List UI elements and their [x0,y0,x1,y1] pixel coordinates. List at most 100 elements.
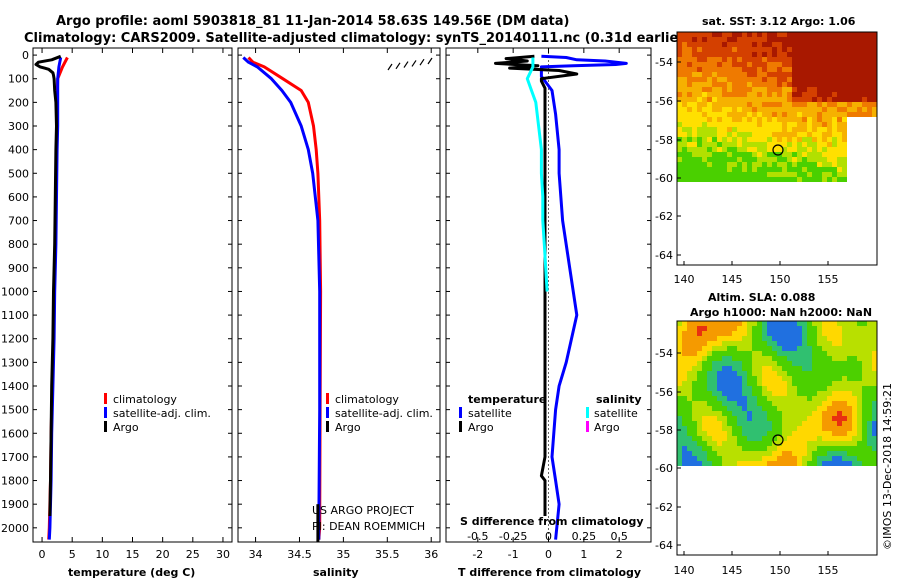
sst-cell [677,107,682,112]
sst-cell [822,112,827,117]
sst-cell [772,147,777,152]
sst-cell [857,137,862,142]
sla-cell [857,406,862,411]
x-tick-label: 34.5 [287,548,312,561]
sla-cell [847,401,852,406]
sst-cell [847,47,852,52]
sla-cell [697,361,702,366]
sst-cell [707,57,712,62]
sla-cell [837,371,842,376]
sla-cell [812,416,817,421]
sst-cell [762,57,767,62]
sst-cell [867,107,872,112]
sst-cell [812,152,817,157]
sla-cell [677,456,682,461]
sst-lat-label: -56 [655,95,673,108]
sla-cell [692,361,697,366]
sst-cell [782,82,787,87]
sla-lat-label: -60 [655,462,673,475]
sst-cell [717,47,722,52]
sla-cell [847,361,852,366]
sla-cell [797,336,802,341]
sst-cell [822,32,827,37]
sla-cell [792,406,797,411]
sst-cell [867,82,872,87]
sst-cell [857,127,862,132]
sla-cell [817,366,822,371]
depth-tick-label: 2000 [1,522,29,535]
sst-cell [762,32,767,37]
sla-cell [782,431,787,436]
sla-cell [777,451,782,456]
sst-cell [722,152,727,157]
sst-cell [727,107,732,112]
sst-cell [822,122,827,127]
sla-cell [812,461,817,466]
sla-cell [757,391,762,396]
sst-cell [852,47,857,52]
sst-cell [782,72,787,77]
sla-cell [767,386,772,391]
sst-cell [807,167,812,172]
sst-cell [812,162,817,167]
sla-cell [677,451,682,456]
sla-cell [792,361,797,366]
sst-cell [817,42,822,47]
sst-cell [677,82,682,87]
sla-cell [782,356,787,361]
sst-cell [787,42,792,47]
sla-cell [782,341,787,346]
depth-tick-label: 700 [8,215,29,228]
sla-cell [847,346,852,351]
sst-cell [817,57,822,62]
sst-cell [772,162,777,167]
sst-cell [867,172,872,177]
sst-cell [757,32,762,37]
sst-cell [707,37,712,42]
sla-cell [677,396,682,401]
sla-cell [687,366,692,371]
sla-cell [867,441,872,446]
sla-cell [722,376,727,381]
sst-cell [837,112,842,117]
sla-cell [787,446,792,451]
sst-cell [827,132,832,137]
sst-cell [742,87,747,92]
sla-cell [722,331,727,336]
sla-cell [787,376,792,381]
sst-cell [727,132,732,137]
sst-cell [787,62,792,67]
sst-cell [837,157,842,162]
sst-cell [712,147,717,152]
sla-cell [832,431,837,436]
sla-cell [712,356,717,361]
sst-cell [747,67,752,72]
sst-cell [732,122,737,127]
sla-cell [737,366,742,371]
sla-cell [722,371,727,376]
sst-cell [797,57,802,62]
sst-cell [852,32,857,37]
sla-cell [817,446,822,451]
sla-cell [762,446,767,451]
sst-cell [772,107,777,112]
sst-cell [807,67,812,72]
sla-cell [687,441,692,446]
sst-cell [842,57,847,62]
sst-cell [752,177,757,182]
sla-cell [767,381,772,386]
sst-cell [727,77,732,82]
sst-cell [727,152,732,157]
sst-cell [802,157,807,162]
sst-cell [787,157,792,162]
sst-cell [802,147,807,152]
sla-cell [682,421,687,426]
sla-cell [762,351,767,356]
sst-cell [772,52,777,57]
sla-cell [837,431,842,436]
sla-cell [812,371,817,376]
sst-cell [722,137,727,142]
sla-cell [797,441,802,446]
sla-cell [732,451,737,456]
sst-cell [847,87,852,92]
